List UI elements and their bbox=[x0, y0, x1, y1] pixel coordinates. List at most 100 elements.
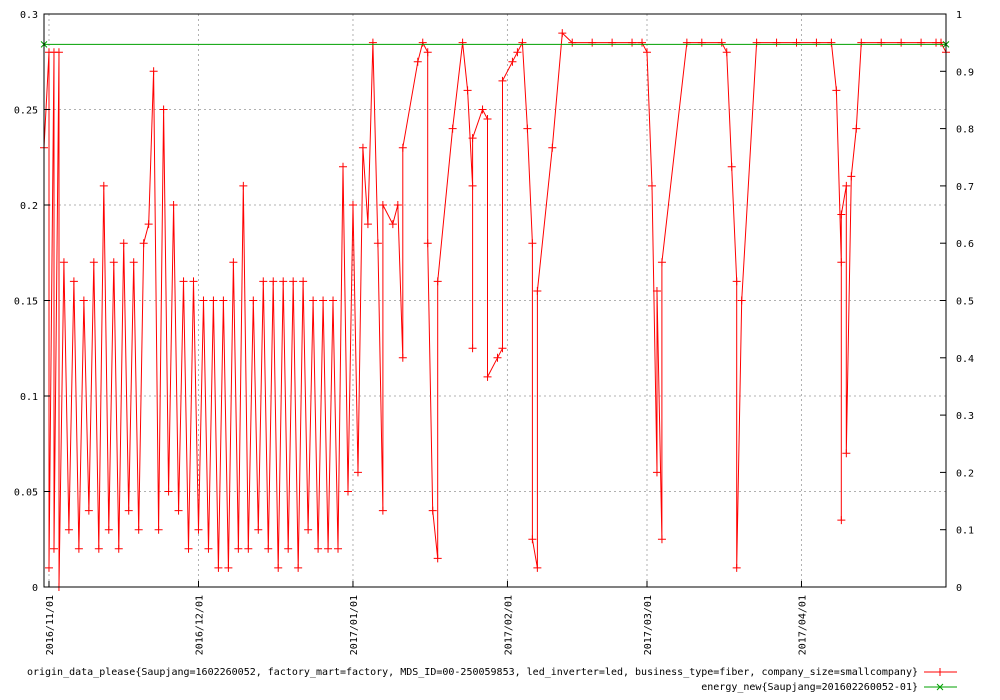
series-0-point bbox=[189, 277, 198, 286]
series-0-point bbox=[483, 115, 492, 124]
series-0-point bbox=[229, 258, 238, 267]
series-0-point bbox=[657, 258, 666, 267]
legend: origin_data_please{Saupjang=1602260052, … bbox=[27, 667, 957, 693]
series-0-point bbox=[568, 38, 577, 47]
series-0-point bbox=[348, 201, 357, 209]
series-0-point bbox=[294, 563, 303, 572]
series-0-point bbox=[343, 487, 352, 496]
series-0-point bbox=[897, 38, 906, 47]
x-tick-label: 2017/04/01 bbox=[797, 595, 808, 655]
series-0-point bbox=[154, 525, 163, 534]
series-0-point bbox=[314, 544, 323, 553]
series-0-point bbox=[732, 277, 741, 286]
legend-marker-0 bbox=[936, 668, 944, 676]
series-0-point bbox=[339, 162, 348, 171]
series-0-point bbox=[657, 535, 666, 544]
series-0-point bbox=[428, 506, 437, 515]
series-0-point bbox=[433, 554, 442, 563]
series-0-point bbox=[697, 38, 706, 47]
x-axis: 2016/11/01 2016/12/01 2017/01/01 2017/02/01… bbox=[45, 581, 808, 655]
series-0-point bbox=[837, 210, 846, 219]
series-0-point bbox=[84, 506, 93, 515]
series-0-point bbox=[398, 143, 407, 152]
series-0-point bbox=[792, 38, 801, 47]
y-left-tick-label: 0.3 bbox=[20, 10, 38, 21]
series-0-point bbox=[423, 239, 432, 248]
series-0-point bbox=[299, 277, 308, 286]
series-0-point bbox=[134, 525, 143, 534]
series-0-point bbox=[682, 38, 691, 47]
series-0-point bbox=[548, 143, 557, 152]
series-0-point bbox=[164, 487, 173, 496]
series-0-point bbox=[264, 544, 273, 553]
y-left-tick-label: 0.25 bbox=[14, 106, 38, 117]
y-right-axis: 0 0.1 0.2 0.3 0.4 0.5 0.6 0.7 0.8 0.9 1 bbox=[940, 10, 974, 594]
series-0-point bbox=[847, 172, 856, 181]
series-0-point bbox=[109, 258, 118, 267]
series-0-point bbox=[508, 57, 517, 66]
series-0-point bbox=[64, 525, 73, 534]
x-tick-label: 2017/01/01 bbox=[349, 595, 360, 655]
series-0-point bbox=[418, 38, 427, 47]
x-tick-label: 2016/12/01 bbox=[194, 595, 205, 655]
legend-label-0: origin_data_please{Saupjang=1602260052, … bbox=[27, 667, 918, 678]
series-0-point bbox=[398, 353, 407, 362]
y-right-tick-label: 0.1 bbox=[956, 526, 974, 537]
series-0-point bbox=[144, 220, 153, 229]
series-0-point bbox=[234, 544, 243, 553]
legend-label-1: energy_new{Saupjang=201602260052-01} bbox=[701, 682, 918, 693]
series-0-point bbox=[284, 544, 293, 553]
series-0-point bbox=[483, 372, 492, 381]
y-left-tick-label: 0.2 bbox=[20, 201, 38, 212]
series-0-point bbox=[498, 344, 507, 353]
legend-marker-1 bbox=[936, 683, 944, 691]
series-0-point bbox=[159, 105, 168, 114]
series-0-point bbox=[478, 105, 487, 114]
y-right-tick-label: 0.3 bbox=[956, 411, 974, 422]
series-0-point bbox=[837, 258, 846, 267]
series-0-point bbox=[423, 48, 432, 57]
series-0-point bbox=[104, 525, 113, 534]
series-0-point bbox=[533, 286, 542, 295]
series-0-point bbox=[219, 296, 228, 305]
y-right-tick-label: 0.5 bbox=[956, 297, 974, 308]
series-0-point bbox=[194, 525, 203, 534]
series-0-point bbox=[129, 258, 138, 267]
series-0-point bbox=[857, 38, 866, 47]
y-right-tick-label: 0.8 bbox=[956, 125, 974, 136]
series-0-point bbox=[54, 48, 63, 57]
y-right-tick-label: 1 bbox=[956, 10, 962, 21]
series-0-point bbox=[388, 220, 397, 229]
series-0-point bbox=[119, 239, 128, 248]
series-0-point bbox=[363, 220, 372, 229]
x-tick-label: 2017/02/01 bbox=[503, 595, 514, 655]
series-0-point bbox=[378, 201, 387, 209]
series-0-point bbox=[179, 277, 188, 286]
series-0-point bbox=[204, 544, 213, 553]
series-0-point bbox=[249, 296, 258, 305]
series-0 bbox=[40, 29, 950, 591]
series-0-point bbox=[99, 181, 108, 190]
series-0-point bbox=[139, 239, 148, 248]
series-0-point bbox=[468, 344, 477, 353]
series-0-point bbox=[274, 563, 283, 572]
series-0-point bbox=[752, 38, 761, 47]
series-0-point bbox=[463, 86, 472, 95]
series-0-point bbox=[49, 544, 58, 553]
series-0-point bbox=[842, 181, 851, 190]
series-0-point bbox=[149, 67, 158, 76]
series-0-point bbox=[638, 38, 647, 47]
series-0-point bbox=[588, 38, 597, 47]
y-right-tick-label: 0.9 bbox=[956, 67, 974, 78]
y-right-tick-label: 0.4 bbox=[956, 354, 974, 365]
series-0-point bbox=[827, 38, 836, 47]
series-0-point bbox=[319, 296, 328, 305]
series-0-point bbox=[812, 38, 821, 47]
series-0-point bbox=[533, 563, 542, 572]
series-0-point bbox=[334, 544, 343, 553]
series-0-point bbox=[239, 181, 248, 190]
series-0-point bbox=[279, 277, 288, 286]
series-0-point bbox=[244, 544, 253, 553]
x-tick-label: 2017/03/01 bbox=[643, 595, 654, 655]
